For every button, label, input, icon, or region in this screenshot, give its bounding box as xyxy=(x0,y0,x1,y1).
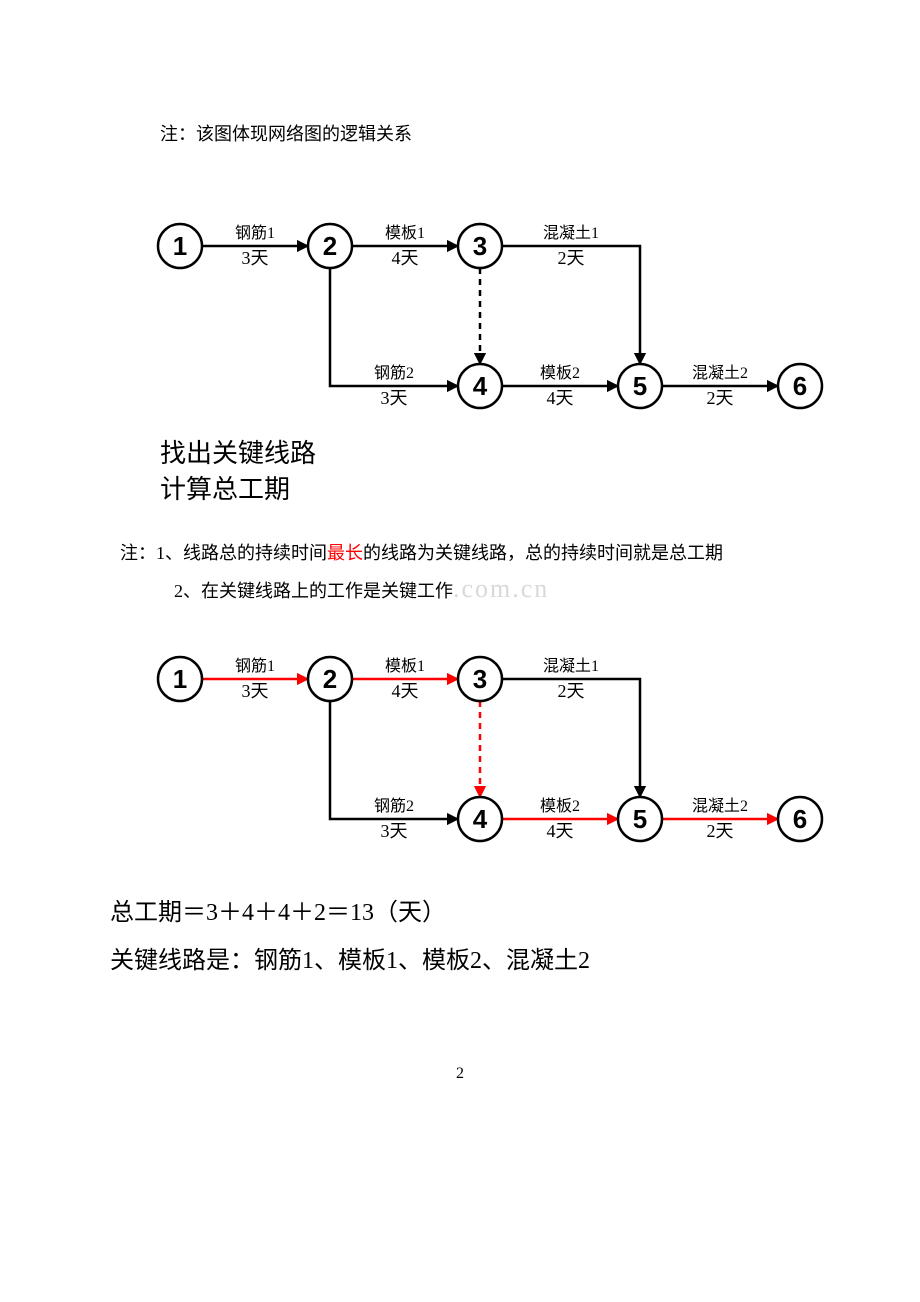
node-label-6: 6 xyxy=(793,371,807,401)
edge-duration-5-6: 2天 xyxy=(707,821,734,841)
node-label-5: 5 xyxy=(633,804,647,834)
edge-duration-4-5: 4天 xyxy=(547,821,574,841)
edge-duration-1-2: 3天 xyxy=(242,248,269,268)
edge-label-2-4: 钢筋2 xyxy=(374,364,414,382)
edge-label-5-6: 混凝土2 xyxy=(692,797,748,815)
edge-duration-1-2: 3天 xyxy=(242,681,269,701)
answer-line-2: 关键线路是：钢筋1、模板1、模板2、混凝土2 xyxy=(110,937,860,985)
diagram-2-wrap: 钢筋13天模板14天混凝土12天钢筋23天模板24天混凝土22天123456 xyxy=(140,639,860,859)
edge-label-1-2: 钢筋1 xyxy=(235,224,275,242)
task-line-2: 计算总工期 xyxy=(160,472,860,508)
node-label-2: 2 xyxy=(323,664,337,694)
answer-line-1: 总工期＝3＋4＋4＋2＝13（天） xyxy=(110,889,860,937)
edge-duration-2-3: 4天 xyxy=(392,681,419,701)
page: 注：该图体现网络图的逻辑关系 钢筋13天模板14天混凝土12天钢筋23天模板24… xyxy=(0,0,920,1143)
edge-duration-2-4: 3天 xyxy=(381,388,408,408)
node-label-2: 2 xyxy=(323,231,337,261)
note2-suffix: 的线路为关键线路，总的持续时间就是总工期 xyxy=(363,543,723,563)
edge-label-3-5: 混凝土1 xyxy=(543,657,599,675)
edge-label-2-3: 模板1 xyxy=(385,657,425,675)
node-label-3: 3 xyxy=(473,231,487,261)
watermark: .com.cn xyxy=(453,574,549,603)
note-2: 注：1、线路总的持续时间最长的线路为关键线路，总的持续时间就是总工期 2、在关键… xyxy=(120,539,860,609)
edge-label-4-5: 模板2 xyxy=(540,797,580,815)
node-label-5: 5 xyxy=(633,371,647,401)
note2-red: 最长 xyxy=(327,543,363,563)
edge-label-1-2: 钢筋1 xyxy=(235,657,275,675)
tasks: 找出关键线路 计算总工期 xyxy=(160,436,860,509)
edge-duration-3-5: 2天 xyxy=(558,681,585,701)
node-label-4: 4 xyxy=(473,371,488,401)
page-number: 2 xyxy=(60,1065,860,1083)
edge-label-4-5: 模板2 xyxy=(540,364,580,382)
edge-label-2-3: 模板1 xyxy=(385,224,425,242)
node-label-1: 1 xyxy=(173,664,187,694)
node-label-1: 1 xyxy=(173,231,187,261)
edge-label-5-6: 混凝土2 xyxy=(692,364,748,382)
diagram-1-wrap: 钢筋13天模板14天混凝土12天钢筋23天模板24天混凝土22天123456 xyxy=(140,206,860,426)
edge-label-2-4: 钢筋2 xyxy=(374,797,414,815)
edge-label-3-5: 混凝土1 xyxy=(543,224,599,242)
edge-duration-5-6: 2天 xyxy=(707,388,734,408)
note-top: 注：该图体现网络图的逻辑关系 xyxy=(160,120,860,146)
node-label-6: 6 xyxy=(793,804,807,834)
task-line-1: 找出关键线路 xyxy=(160,436,860,472)
edge-duration-3-5: 2天 xyxy=(558,248,585,268)
answers: 总工期＝3＋4＋4＋2＝13（天） 关键线路是：钢筋1、模板1、模板2、混凝土2 xyxy=(110,889,860,985)
note2-line2: 2、在关键线路上的工作是关键工作 xyxy=(174,581,453,601)
node-label-4: 4 xyxy=(473,804,488,834)
note2-prefix: 注：1、线路总的持续时间 xyxy=(120,543,327,563)
node-label-3: 3 xyxy=(473,664,487,694)
edge-duration-2-4: 3天 xyxy=(381,821,408,841)
edge-duration-4-5: 4天 xyxy=(547,388,574,408)
edge-duration-2-3: 4天 xyxy=(392,248,419,268)
network-diagram-2: 钢筋13天模板14天混凝土12天钢筋23天模板24天混凝土22天123456 xyxy=(140,639,880,859)
network-diagram-1: 钢筋13天模板14天混凝土12天钢筋23天模板24天混凝土22天123456 xyxy=(140,206,880,426)
